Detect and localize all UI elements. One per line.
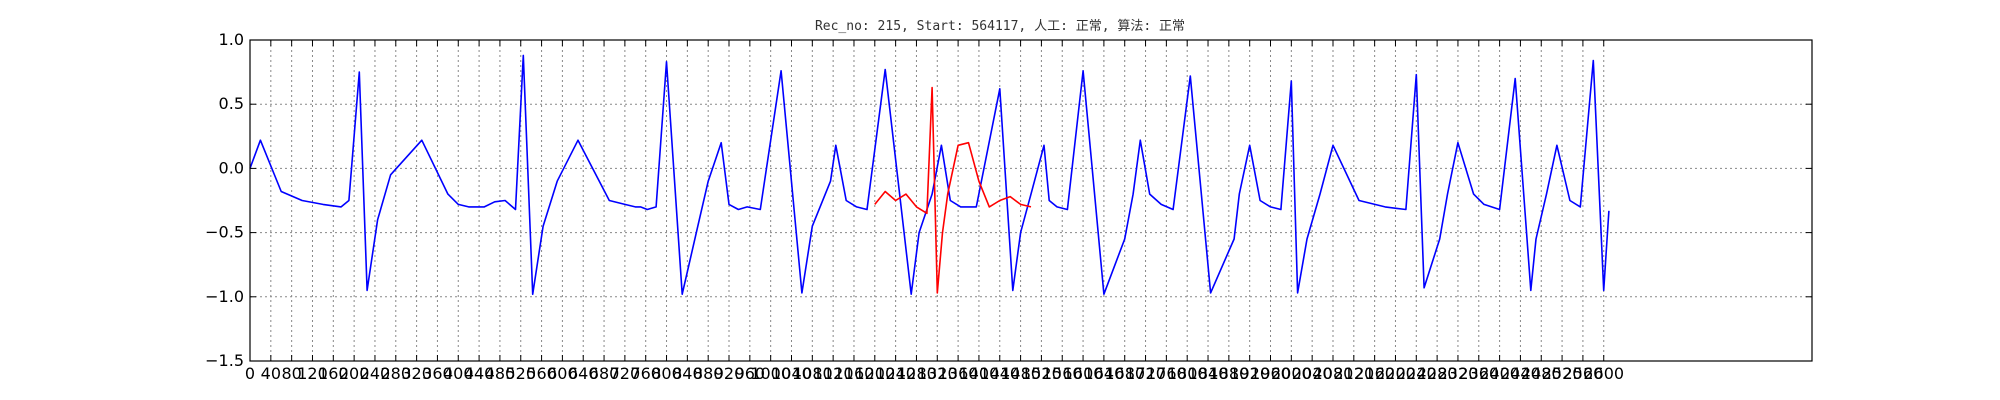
grid-lines xyxy=(250,39,1812,362)
plot-area xyxy=(249,54,1610,296)
x-tick-label: 2560 xyxy=(1563,364,1604,383)
x-tick-label: 1000 xyxy=(750,364,791,383)
y-tick-label: −0.5 xyxy=(205,223,244,242)
x-tick-label: 1160 xyxy=(834,364,875,383)
x-tick-label: 2600 xyxy=(1583,364,1624,383)
x-tick-label: 2280 xyxy=(1417,364,1458,383)
x-tick-label: 440 xyxy=(464,364,495,383)
x-tick-label: 840 xyxy=(672,364,703,383)
x-tick-label: 1600 xyxy=(1063,364,1104,383)
x-tick-label: 680 xyxy=(589,364,620,383)
x-tick-label: 1840 xyxy=(1188,364,1229,383)
x-tick-label: 1240 xyxy=(875,364,916,383)
x-tick-label: 1280 xyxy=(896,364,937,383)
x-tick-label: 1880 xyxy=(1208,364,1249,383)
x-tick-label: 2080 xyxy=(1313,364,1354,383)
x-tick-label: 2240 xyxy=(1396,364,1437,383)
ecg-trace-normal xyxy=(249,54,1610,296)
y-tick-label: 0.0 xyxy=(219,158,244,177)
x-tick-label: 2360 xyxy=(1458,364,1499,383)
x-tick-label: 1400 xyxy=(959,364,1000,383)
x-tick-label: 2480 xyxy=(1521,364,1562,383)
x-tick-label: 480 xyxy=(485,364,516,383)
x-tick-label: 2440 xyxy=(1500,364,1541,383)
x-tick-label: 1440 xyxy=(979,364,1020,383)
y-tick-label: −1.0 xyxy=(205,287,244,306)
chart-title: Rec_no: 215, Start: 564117, 人工: 正常, 算法: … xyxy=(815,19,1185,34)
x-tick-label: 1760 xyxy=(1146,364,1187,383)
x-tick-label: 600 xyxy=(547,364,578,383)
x-tick-label: 2120 xyxy=(1333,364,1374,383)
x-tick-label: 2000 xyxy=(1271,364,1312,383)
x-tick-label: 880 xyxy=(693,364,724,383)
x-tick-label: 320 xyxy=(401,364,432,383)
x-tick-label: 360 xyxy=(422,364,453,383)
x-tick-label: 960 xyxy=(735,364,766,383)
x-tick-label: 400 xyxy=(443,364,474,383)
x-tick-label: 1360 xyxy=(938,364,979,383)
x-tick-label: 200 xyxy=(339,364,370,383)
x-tick-label: 560 xyxy=(526,364,557,383)
x-tick-label: 1640 xyxy=(1084,364,1125,383)
x-tick-label: 2200 xyxy=(1375,364,1416,383)
x-tick-label: 920 xyxy=(714,364,745,383)
x-tick-label: 2520 xyxy=(1542,364,1583,383)
y-axis: 1.0 0.5 0.0 −0.5 −1.0 −1.5 xyxy=(205,30,1812,370)
x-tick-label: 2320 xyxy=(1438,364,1479,383)
x-tick-label: 800 xyxy=(651,364,682,383)
x-axis: 0 40 8012016020024028032036040044048052056… xyxy=(245,40,1624,383)
x-tick-label: 760 xyxy=(630,364,661,383)
x-tick-label: 0 xyxy=(245,364,255,383)
x-tick-label: 1080 xyxy=(792,364,833,383)
x-tick-label: 40 xyxy=(261,364,281,383)
y-tick-label: −1.5 xyxy=(205,351,244,370)
x-tick-label: 2160 xyxy=(1354,364,1395,383)
x-tick-label: 520 xyxy=(505,364,536,383)
x-tick-label: 1720 xyxy=(1125,364,1166,383)
x-tick-label: 240 xyxy=(360,364,391,383)
x-tick-label: 2400 xyxy=(1479,364,1520,383)
x-tick-label: 1480 xyxy=(1000,364,1041,383)
x-tick-label: 720 xyxy=(610,364,641,383)
x-tick-label: 1200 xyxy=(854,364,895,383)
x-tick-label: 2040 xyxy=(1292,364,1333,383)
x-tick-label: 1680 xyxy=(1104,364,1145,383)
x-tick-label: 1520 xyxy=(1021,364,1062,383)
x-tick-label: 1560 xyxy=(1042,364,1083,383)
x-tick-label: 120 xyxy=(297,364,328,383)
x-tick-label: 1320 xyxy=(917,364,958,383)
axes-frame xyxy=(249,39,1813,362)
x-tick-label: 1920 xyxy=(1229,364,1270,383)
x-tick-label: 1040 xyxy=(771,364,812,383)
x-tick-label: 280 xyxy=(381,364,412,383)
x-tick-label: 1120 xyxy=(813,364,854,383)
x-tick-label: 80 xyxy=(281,364,301,383)
ecg-trace-highlight xyxy=(874,86,1032,294)
x-tick-label: 1800 xyxy=(1167,364,1208,383)
y-tick-label: 1.0 xyxy=(219,30,244,49)
y-tick-label: 0.5 xyxy=(219,94,244,113)
x-tick-label: 160 xyxy=(318,364,349,383)
x-tick-label: 640 xyxy=(568,364,599,383)
x-tick-label: 1960 xyxy=(1250,364,1291,383)
